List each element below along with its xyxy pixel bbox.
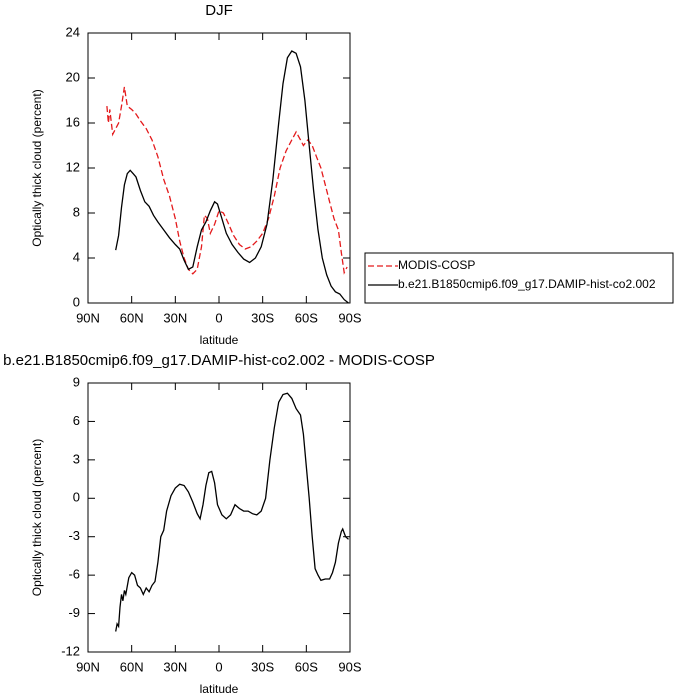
x-tick-label: 0 — [215, 310, 222, 325]
y-axis-label: Optically thick cloud (percent) — [30, 89, 44, 246]
y-tick-label: 16 — [66, 114, 80, 129]
x-tick-label: 60S — [295, 310, 318, 325]
y-axis-label: Optically thick cloud (percent) — [30, 439, 44, 596]
y-tick-label: -9 — [68, 605, 80, 620]
x-tick-label: 30N — [163, 310, 187, 325]
y-tick-label: 20 — [66, 69, 80, 84]
chart-title: DJF — [205, 2, 233, 19]
legend-label: b.e21.B1850cmip6.f09_g17.DAMIP-hist-co2.… — [398, 277, 656, 291]
y-tick-label: -6 — [68, 567, 80, 582]
legend-box — [364, 252, 674, 304]
x-axis-label: latitude — [200, 333, 239, 347]
x-tick-label: 90S — [338, 659, 361, 674]
y-tick-label: 0 — [73, 294, 80, 309]
x-tick-label: 30S — [251, 310, 274, 325]
y-tick-label: 8 — [73, 204, 80, 219]
plot-frame — [87, 382, 351, 653]
y-tick-label: 0 — [73, 490, 80, 505]
data-line — [115, 50, 349, 304]
y-tick-label: 12 — [66, 159, 80, 174]
y-tick-label: 4 — [73, 249, 80, 264]
y-tick-label: 24 — [66, 24, 80, 39]
x-tick-label: 60N — [120, 659, 144, 674]
x-tick-label: 60N — [120, 310, 144, 325]
x-tick-label: 0 — [215, 659, 222, 674]
data-line — [115, 392, 349, 632]
x-tick-label: 90N — [76, 659, 100, 674]
y-tick-label: -12 — [61, 643, 80, 658]
data-line — [106, 86, 348, 275]
x-tick-label: 90S — [338, 310, 361, 325]
plot-frame — [87, 32, 351, 304]
y-tick-label: -3 — [68, 528, 80, 543]
legend-label: MODIS-COSP — [398, 258, 475, 272]
x-axis-label: latitude — [200, 682, 239, 696]
x-tick-label: 30S — [251, 659, 274, 674]
x-tick-label: 30N — [163, 659, 187, 674]
x-tick-label: 60S — [295, 659, 318, 674]
y-tick-label: 9 — [73, 374, 80, 389]
y-tick-label: 6 — [73, 413, 80, 428]
x-tick-label: 90N — [76, 310, 100, 325]
chart-title: b.e21.B1850cmip6.f09_g17.DAMIP-hist-co2.… — [3, 352, 435, 369]
y-tick-label: 3 — [73, 451, 80, 466]
